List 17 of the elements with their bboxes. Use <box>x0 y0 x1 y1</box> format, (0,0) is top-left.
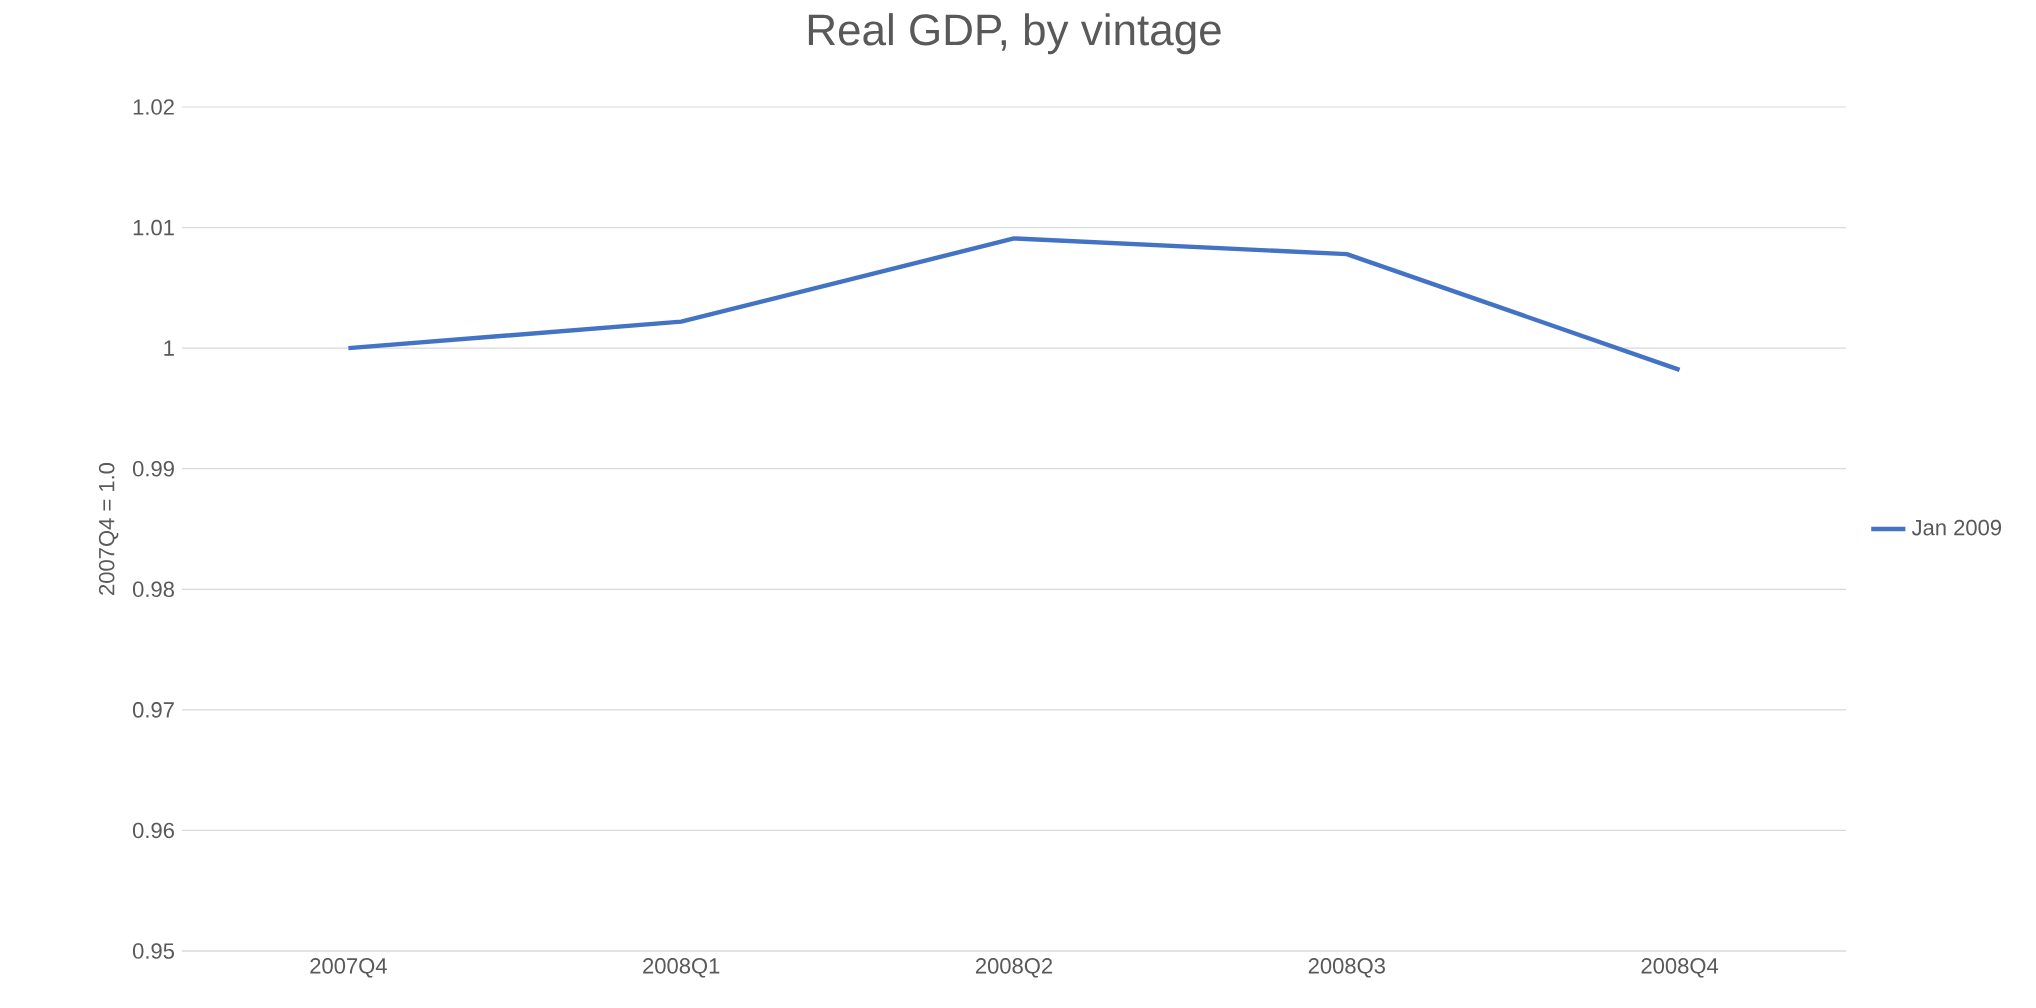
y-tick-label: 1.01 <box>133 219 174 236</box>
y-axis-title: 2007Q4 = 1.0 <box>98 462 119 595</box>
x-tick-label: 2007Q4 <box>310 958 387 978</box>
y-tick-label: 0.95 <box>132 943 174 959</box>
y-tick-label: 0.98 <box>132 581 174 598</box>
y-tick-label: 0.96 <box>132 822 174 839</box>
y-tick-label: 1 <box>164 340 174 356</box>
x-tick-label: 2008Q4 <box>1641 958 1719 978</box>
x-tick-label: 2008Q3 <box>1308 958 1385 978</box>
line-series <box>346 236 1682 373</box>
legend-label: Jan 2009 <box>1911 519 2002 536</box>
y-tick-label: 0.97 <box>132 702 174 718</box>
x-tick-label: 2008Q1 <box>643 958 720 978</box>
x-tick-label: 2008Q2 <box>975 958 1053 978</box>
y-tick-label: 1.02 <box>133 99 174 115</box>
chart-title: Real GDP, by vintage <box>808 13 1221 55</box>
y-tick-label: 0.99 <box>132 460 174 477</box>
